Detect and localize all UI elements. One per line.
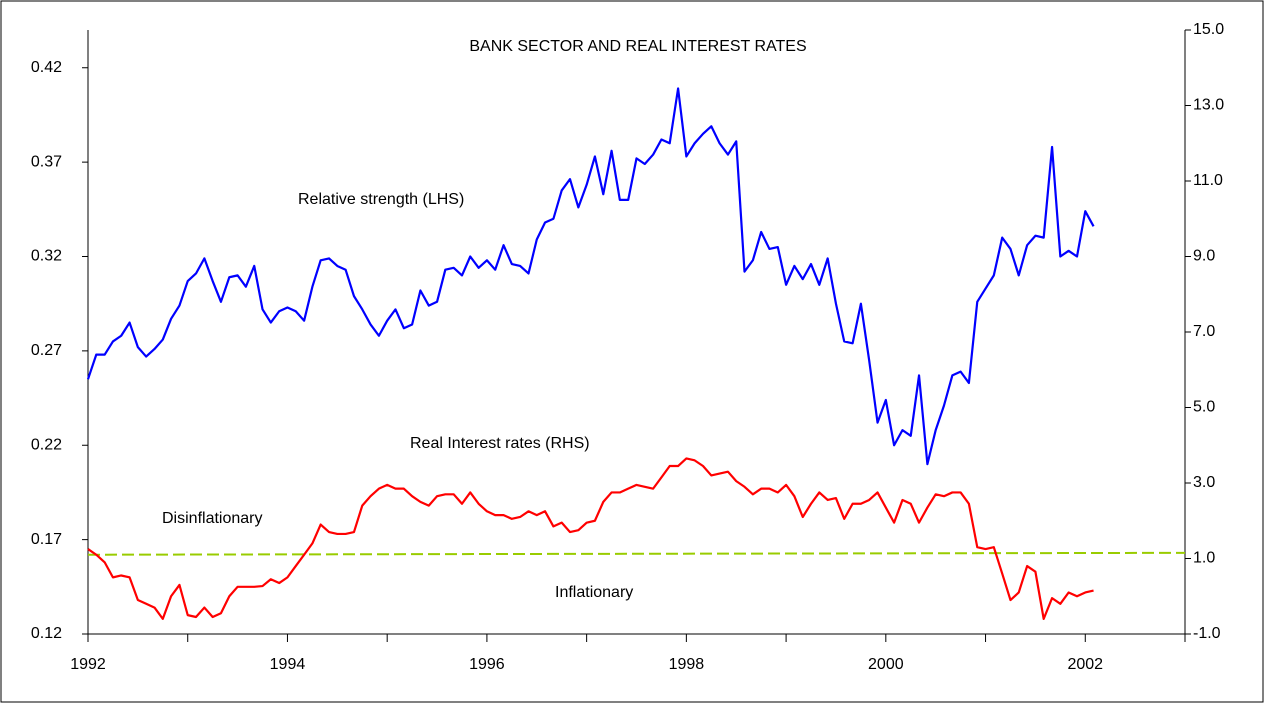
series-line bbox=[87, 457, 1094, 620]
annotation: Real Interest rates (RHS) bbox=[410, 435, 590, 452]
x-tick-label: 1994 bbox=[270, 656, 306, 673]
y2-tick-label: 7.0 bbox=[1193, 323, 1215, 340]
x-tick-label: 1992 bbox=[70, 656, 106, 673]
y2-tick-label: 9.0 bbox=[1193, 248, 1215, 265]
y2-tick-label: 11.0 bbox=[1193, 172, 1223, 189]
y2-tick-label: -1.0 bbox=[1193, 625, 1221, 642]
reference-line bbox=[87, 551, 1186, 556]
x-tick-label: 1998 bbox=[669, 656, 705, 673]
y2-tick-label: 5.0 bbox=[1193, 399, 1215, 416]
x-tick-label: 2002 bbox=[1067, 656, 1103, 673]
x-tick-label: 2000 bbox=[868, 656, 904, 673]
x-tick-label: 1996 bbox=[469, 656, 505, 673]
annotation: Inflationary bbox=[555, 584, 633, 601]
y2-tick-label: 15.0 bbox=[1193, 21, 1224, 38]
y-tick-label: 0.37 bbox=[31, 153, 62, 170]
y-tick-label: 0.42 bbox=[31, 59, 62, 76]
y-tick-label: 0.32 bbox=[31, 248, 62, 265]
y2-tick-label: 3.0 bbox=[1193, 474, 1215, 491]
annotation: Relative strength (LHS) bbox=[298, 191, 464, 208]
y-tick-label: 0.12 bbox=[31, 625, 62, 642]
y-tick-label: 0.27 bbox=[31, 342, 62, 359]
series-line bbox=[86, 87, 1095, 466]
chart-title: BANK SECTOR AND REAL INTEREST RATES bbox=[469, 38, 806, 55]
y-tick-label: 0.17 bbox=[31, 531, 62, 548]
annotation: Disinflationary bbox=[162, 510, 262, 527]
y-tick-label: 0.22 bbox=[31, 436, 62, 453]
y2-tick-label: 13.0 bbox=[1193, 97, 1224, 114]
y2-tick-label: 1.0 bbox=[1193, 550, 1215, 567]
